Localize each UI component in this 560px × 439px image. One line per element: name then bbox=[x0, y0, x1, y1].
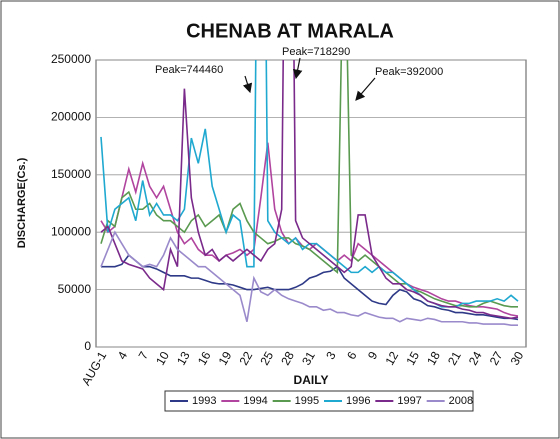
x-tick-label: 15 bbox=[403, 349, 422, 368]
series-line bbox=[100, 60, 519, 320]
y-tick-label: 200000 bbox=[51, 110, 91, 124]
x-tick-label: 3 bbox=[323, 349, 339, 362]
legend-label: 1993 bbox=[192, 395, 216, 407]
annotation: Peak=392000 bbox=[375, 66, 443, 78]
x-tick-label: 6 bbox=[344, 349, 360, 362]
x-tick-label: 27 bbox=[487, 349, 506, 368]
x-axis-label: DAILY bbox=[294, 373, 329, 387]
x-tick-label: 10 bbox=[153, 349, 172, 368]
annotation-arrow bbox=[355, 77, 376, 101]
legend-label: 1995 bbox=[295, 395, 319, 407]
legend-box bbox=[164, 390, 474, 412]
annotation: Peak=744460 bbox=[155, 64, 223, 76]
annotation: Peak=718290 bbox=[282, 46, 350, 58]
x-tick-label: 18 bbox=[424, 349, 443, 368]
x-tick-label: 19 bbox=[216, 349, 235, 368]
x-tick-label: 13 bbox=[174, 349, 193, 368]
x-tick-label: 28 bbox=[278, 349, 297, 368]
legend: 1993 1994 1995 1996 1997 2008 bbox=[170, 395, 473, 407]
series-line bbox=[100, 230, 518, 326]
y-tick-label: 50000 bbox=[58, 282, 92, 296]
x-tick-label: 22 bbox=[236, 349, 255, 368]
legend-label: 1996 bbox=[346, 395, 370, 407]
x-tick-label: 30 bbox=[508, 349, 527, 368]
y-tick-label: 0 bbox=[84, 339, 91, 353]
legend-label: 1994 bbox=[243, 395, 267, 407]
chart-title: CHENAB AT MARALA bbox=[186, 20, 394, 42]
legend-label: 1997 bbox=[397, 395, 421, 407]
y-tick-label: 150000 bbox=[51, 167, 91, 181]
legend-label: 2008 bbox=[449, 395, 473, 407]
x-tick-label: 24 bbox=[466, 349, 485, 368]
y-tick-label: 250000 bbox=[51, 52, 91, 66]
series-line bbox=[100, 60, 518, 308]
x-tick-label: 31 bbox=[299, 349, 318, 368]
x-tick-label: 9 bbox=[365, 349, 381, 362]
x-tick-label: AUG-1 bbox=[79, 349, 110, 388]
x-tick-label: 21 bbox=[445, 349, 464, 368]
lines bbox=[100, 60, 519, 326]
x-tick-label: 4 bbox=[115, 349, 131, 362]
x-tick-label: 7 bbox=[136, 349, 152, 362]
y-axis-label: DISCHARGE(Cs.) bbox=[16, 157, 28, 248]
grid bbox=[96, 59, 526, 348]
x-tick-label: 25 bbox=[257, 349, 276, 368]
series-line bbox=[101, 254, 519, 321]
x-tick-label: 16 bbox=[195, 349, 214, 368]
y-tick-label: 100000 bbox=[51, 224, 91, 238]
annotation-arrow bbox=[242, 75, 253, 94]
annotation-arrow bbox=[292, 57, 303, 80]
x-tick-label: 12 bbox=[382, 349, 401, 368]
